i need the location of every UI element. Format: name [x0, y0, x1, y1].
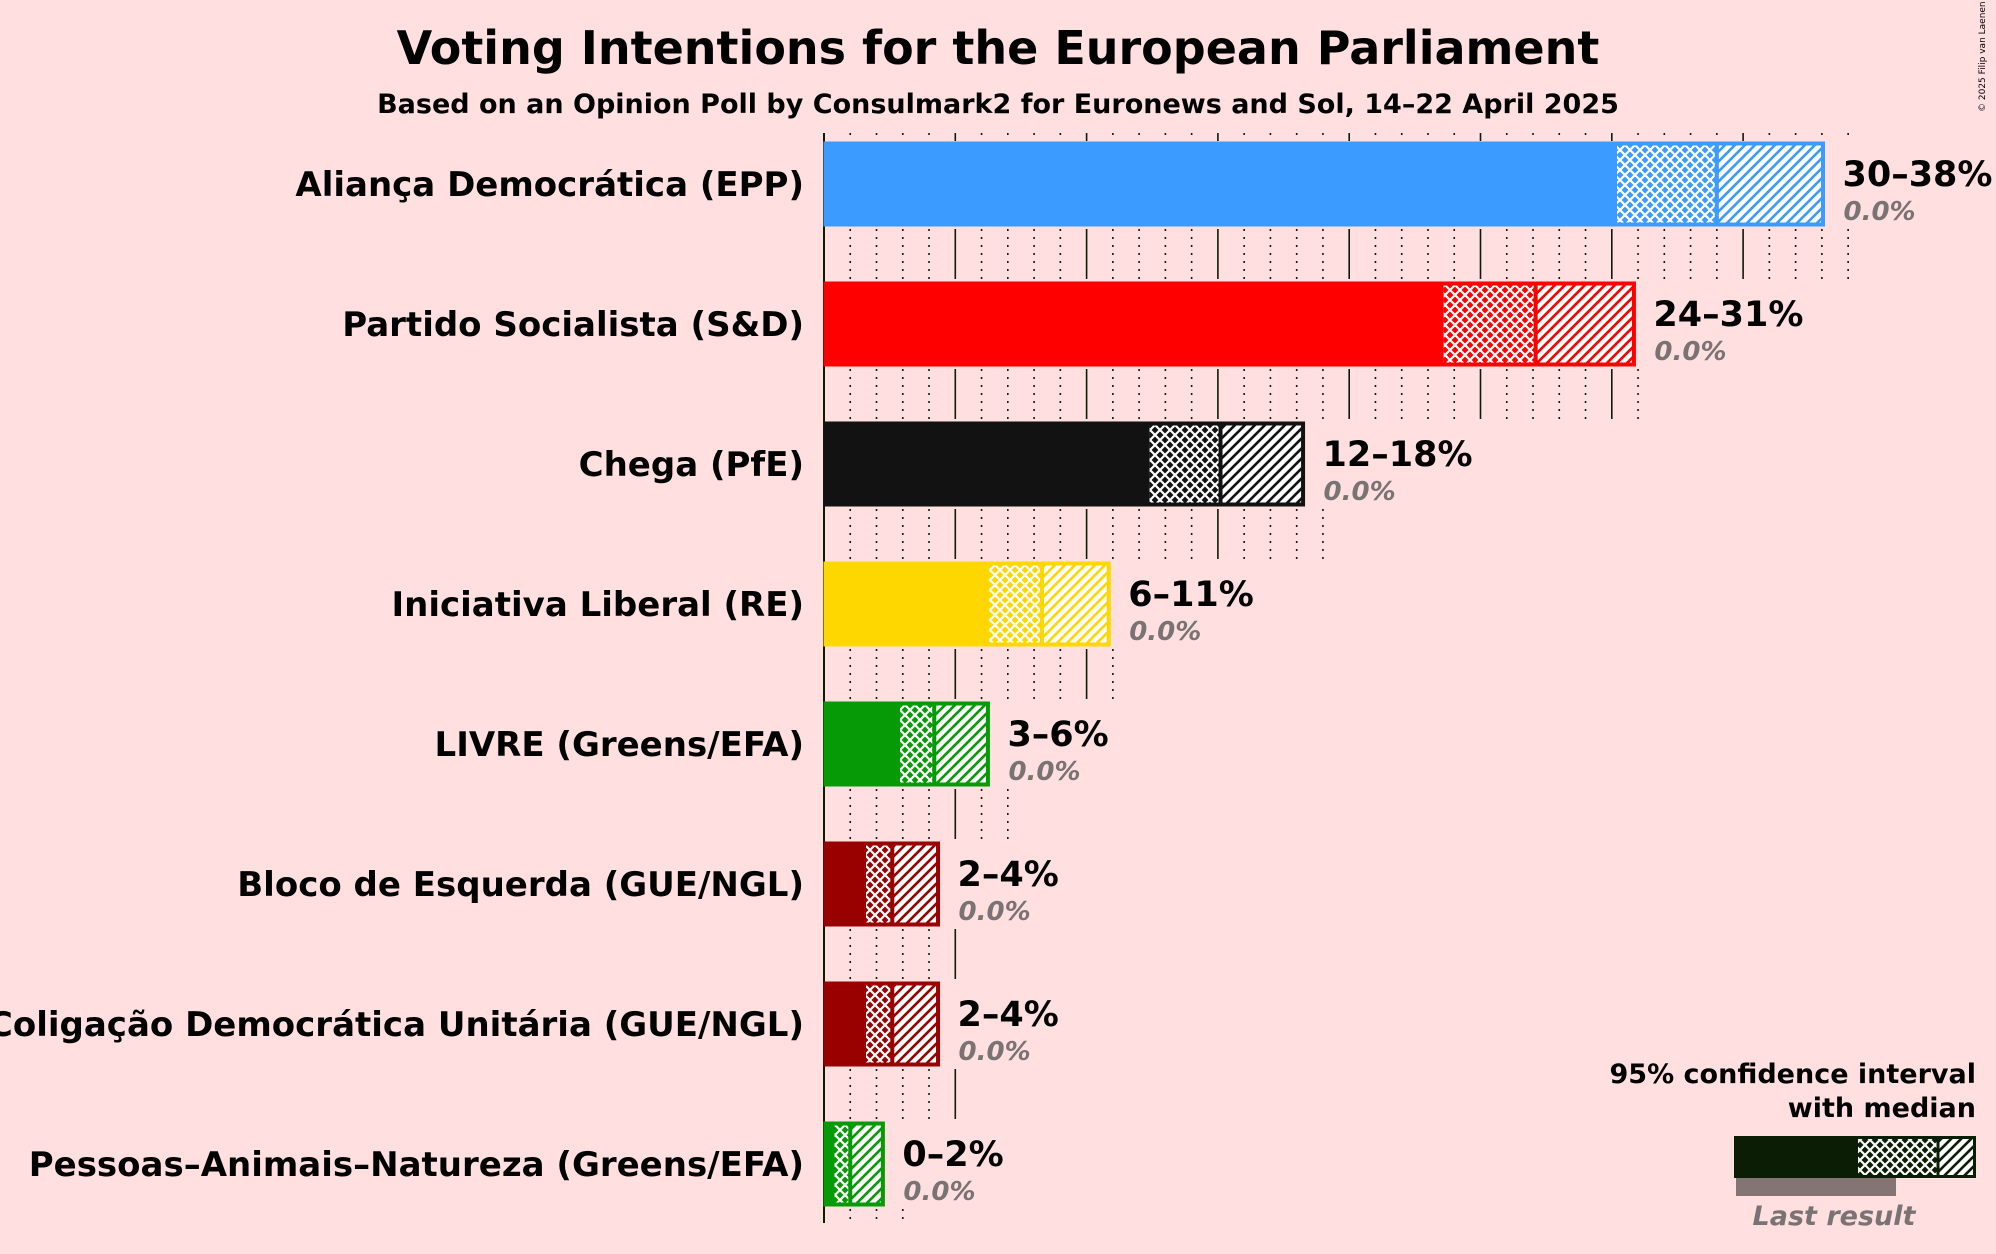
chart-subtitle: Based on an Opinion Poll by Consulmark2 …: [377, 89, 1619, 120]
last-result-label: 0.0%: [959, 897, 1031, 927]
range-label: 30–38%: [1843, 155, 1993, 195]
ci-bar-median-upper: [1535, 282, 1636, 366]
legend-solid: [1734, 1136, 1858, 1178]
range-label: 0–2%: [902, 1135, 1003, 1175]
ci-bar-median-lower: [866, 982, 893, 1066]
legend-last-result-bar: [1736, 1178, 1896, 1196]
ci-bar-lower: [824, 702, 901, 786]
ci-bar-lower: [824, 982, 867, 1066]
ci-bar-outline: [823, 281, 1636, 367]
party-label: Coligação Democrática Unitária (GUE/NGL): [0, 1005, 804, 1045]
party-row: Partido Socialista (S&D) 24–31%0.0%: [342, 281, 1803, 367]
party-label: Chega (PfE): [579, 445, 804, 485]
ci-bar-outline: [823, 421, 1306, 507]
copyright: © 2025 Filip van Laenen: [1978, 1, 1988, 112]
legend-median-lower: [1858, 1136, 1938, 1178]
ci-bar-median-lower: [900, 702, 935, 786]
ci-bar-outline: [823, 561, 1111, 647]
party-row: Aliança Democrática (EPP) 30–38%0.0%: [295, 141, 1993, 227]
bars: Aliança Democrática (EPP) 30–38%0.0%Parti…: [0, 141, 1993, 1207]
party-label: Partido Socialista (S&D): [342, 305, 804, 345]
ci-bar-median-lower: [1443, 282, 1536, 366]
ci-bar-outline: [823, 701, 990, 787]
ci-bar-outline: [823, 1121, 885, 1207]
party-row: LIVRE (Greens/EFA) 3–6%0.0%: [435, 701, 1109, 787]
last-result-label: 0.0%: [1654, 337, 1726, 367]
range-label: 24–31%: [1653, 295, 1803, 335]
chart-title: Voting Intentions for the European Parli…: [397, 21, 1600, 75]
party-label: Pessoas–Animais–Natureza (Greens/EFA): [29, 1145, 804, 1185]
legend-median-upper: [1938, 1136, 1976, 1178]
range-label: 6–11%: [1128, 575, 1254, 615]
party-row: Coligação Democrática Unitária (GUE/NGL)…: [0, 981, 1059, 1067]
ci-bar-lower: [824, 142, 1618, 226]
ci-bar-lower: [824, 422, 1150, 506]
ci-bar-median-upper: [1220, 422, 1305, 506]
party-row: Pessoas–Animais–Natureza (Greens/EFA) 0–2…: [29, 1121, 1004, 1207]
last-result-label: 0.0%: [1008, 757, 1080, 787]
party-row: Chega (PfE) 12–18%0.0%: [579, 421, 1473, 507]
range-label: 2–4%: [958, 855, 1059, 895]
ci-bar-median-upper: [892, 842, 940, 926]
last-result-label: 0.0%: [1324, 477, 1396, 507]
party-label: Aliança Democrática (EPP): [295, 165, 804, 205]
legend-title-line: with median: [1788, 1093, 1976, 1124]
ci-bar-outline: [823, 981, 941, 1067]
party-row: Iniciativa Liberal (RE) 6–11%0.0%: [391, 561, 1254, 647]
last-result-label: 0.0%: [903, 1177, 975, 1207]
last-result-label: 0.0%: [959, 1037, 1031, 1067]
last-result-label: 0.0%: [1129, 617, 1201, 647]
legend-last-result-label: Last result: [1753, 1201, 1917, 1232]
party-label: Iniciativa Liberal (RE): [391, 585, 804, 625]
ci-bar-lower: [824, 562, 990, 646]
ci-bar-median-lower: [866, 842, 893, 926]
ci-bar-outline: [823, 841, 941, 927]
range-label: 12–18%: [1323, 435, 1473, 475]
party-label: Bloco de Esquerda (GUE/NGL): [237, 865, 804, 905]
ci-bar-median-upper: [892, 982, 940, 1066]
ci-bar-median-upper: [1716, 142, 1825, 226]
ci-bar-median-lower: [1149, 422, 1221, 506]
range-label: 2–4%: [958, 995, 1059, 1035]
party-row: Bloco de Esquerda (GUE/NGL) 2–4%0.0%: [237, 841, 1059, 927]
last-result-label: 0.0%: [1844, 197, 1916, 227]
ci-bar-median-upper: [934, 702, 990, 786]
party-label: LIVRE (Greens/EFA): [435, 725, 804, 765]
ci-bar-median-upper: [1041, 562, 1111, 646]
gridlines: [823, 133, 1849, 1223]
ci-bar-lower: [824, 1122, 835, 1206]
legend-outline: [1734, 1136, 1976, 1178]
ci-bar-lower: [824, 842, 867, 926]
ci-bar-lower: [824, 282, 1444, 366]
range-label: 3–6%: [1007, 715, 1108, 755]
ci-bar-median-lower: [834, 1122, 851, 1206]
legend-title-line: 95% confidence interval: [1610, 1059, 1976, 1090]
ci-bar-median-lower: [1617, 142, 1717, 226]
ci-bar-outline: [823, 141, 1826, 227]
ci-bar-median-upper: [850, 1122, 885, 1206]
ci-bar-median-lower: [989, 562, 1042, 646]
